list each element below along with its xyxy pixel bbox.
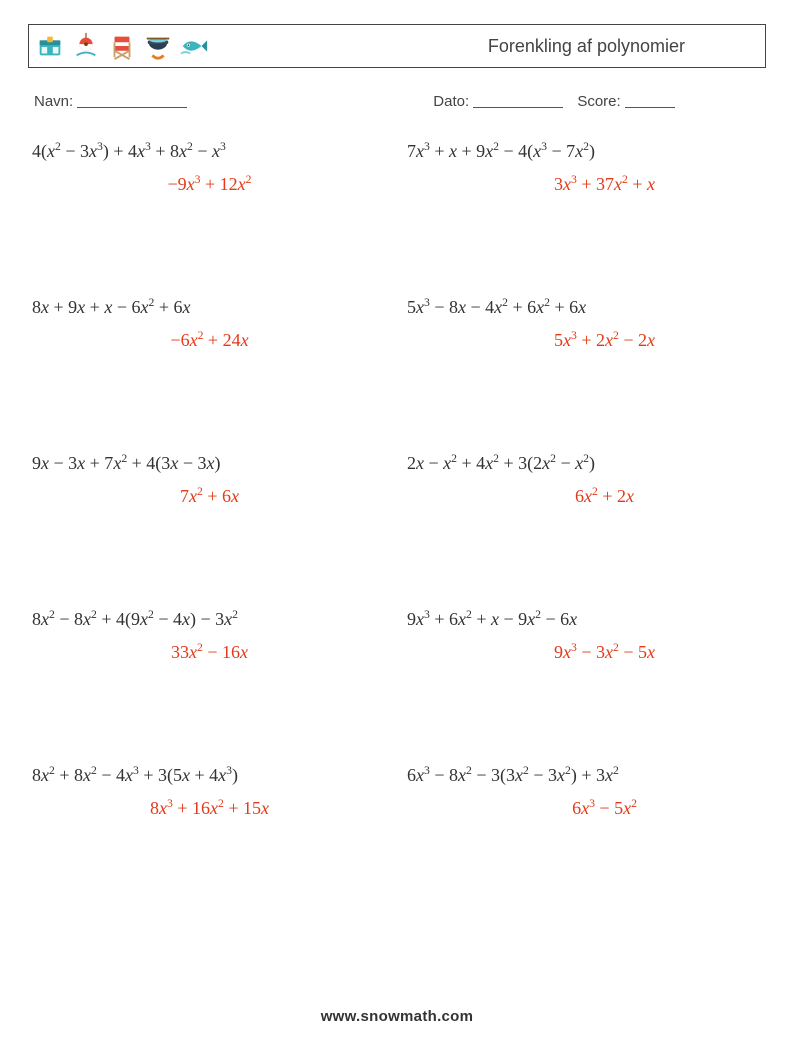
name-blank[interactable] xyxy=(77,92,187,108)
problem-answer: 6x2 + 2x xyxy=(407,483,762,510)
problem-expression: 9x3 + 6x2 + x − 9x2 − 6x xyxy=(407,606,762,633)
director-chair-icon xyxy=(107,31,137,61)
problems-grid: 4(x2 − 3x3) + 4x3 + 8x2 − x3 −9x3 + 12x2 7… xyxy=(28,138,766,822)
problem-answer: 7x2 + 6x xyxy=(32,483,387,510)
problem-cell: 8x2 + 8x2 − 4x3 + 3(5x + 4x3) 8x3 + 16x2 … xyxy=(32,762,387,822)
problem-cell: 6x3 − 8x2 − 3(3x2 − 3x2) + 3x2 6x3 − 5x2 xyxy=(407,762,762,822)
problem-answer: 8x3 + 16x2 + 15x xyxy=(32,795,387,822)
worksheet-title: Forenkling af polynomier xyxy=(488,36,755,57)
problem-cell: 8x2 − 8x2 + 4(9x2 − 4x) − 3x2 33x2 − 16x xyxy=(32,606,387,666)
footer-link: www.snowmath.com xyxy=(0,1008,794,1025)
problem-expression: 6x3 − 8x2 − 3(3x2 − 3x2) + 3x2 xyxy=(407,762,762,789)
problem-cell: 4(x2 − 3x3) + 4x3 + 8x2 − x3 −9x3 + 12x2 xyxy=(32,138,387,198)
name-label: Navn: xyxy=(34,93,73,110)
problem-answer: 3x3 + 37x2 + x xyxy=(407,171,762,198)
problem-cell: 8x + 9x + x − 6x2 + 6x −6x2 + 24x xyxy=(32,294,387,354)
problem-cell: 5x3 − 8x − 4x2 + 6x2 + 6x 5x3 + 2x2 − 2x xyxy=(407,294,762,354)
problem-expression: 9x − 3x + 7x2 + 4(3x − 3x) xyxy=(32,450,387,477)
cauldron-icon xyxy=(143,31,173,61)
icon-row xyxy=(35,31,209,61)
cooler-icon xyxy=(35,31,65,61)
date-label: Dato: xyxy=(433,93,469,110)
problem-answer: 33x2 − 16x xyxy=(32,639,387,666)
problem-answer: −6x2 + 24x xyxy=(32,327,387,354)
problem-expression: 7x3 + x + 9x2 − 4(x3 − 7x2) xyxy=(407,138,762,165)
date-blank[interactable] xyxy=(473,92,563,108)
header-box: Forenkling af polynomier xyxy=(28,24,766,68)
problem-answer: −9x3 + 12x2 xyxy=(32,171,387,198)
meta-row: Navn: Dato: Score: xyxy=(34,90,760,110)
problem-expression: 2x − x2 + 4x2 + 3(2x2 − x2) xyxy=(407,450,762,477)
score-label: Score: xyxy=(577,93,620,110)
problem-expression: 4(x2 − 3x3) + 4x3 + 8x2 − x3 xyxy=(32,138,387,165)
score-field: Score: xyxy=(577,90,675,110)
problem-cell: 9x3 + 6x2 + x − 9x2 − 6x 9x3 − 3x2 − 5x xyxy=(407,606,762,666)
problem-cell: 2x − x2 + 4x2 + 3(2x2 − x2) 6x2 + 2x xyxy=(407,450,762,510)
name-field: Navn: xyxy=(34,90,433,110)
date-field: Dato: xyxy=(433,90,563,110)
fishing-float-icon xyxy=(71,31,101,61)
problem-expression: 8x + 9x + x − 6x2 + 6x xyxy=(32,294,387,321)
problem-answer: 9x3 − 3x2 − 5x xyxy=(407,639,762,666)
problem-expression: 5x3 − 8x − 4x2 + 6x2 + 6x xyxy=(407,294,762,321)
problem-expression: 8x2 + 8x2 − 4x3 + 3(5x + 4x3) xyxy=(32,762,387,789)
problem-cell: 9x − 3x + 7x2 + 4(3x − 3x) 7x2 + 6x xyxy=(32,450,387,510)
problem-answer: 6x3 − 5x2 xyxy=(407,795,762,822)
problem-answer: 5x3 + 2x2 − 2x xyxy=(407,327,762,354)
problem-cell: 7x3 + x + 9x2 − 4(x3 − 7x2) 3x3 + 37x2 + … xyxy=(407,138,762,198)
score-blank[interactable] xyxy=(625,92,675,108)
fish-icon xyxy=(179,31,209,61)
problem-expression: 8x2 − 8x2 + 4(9x2 − 4x) − 3x2 xyxy=(32,606,387,633)
